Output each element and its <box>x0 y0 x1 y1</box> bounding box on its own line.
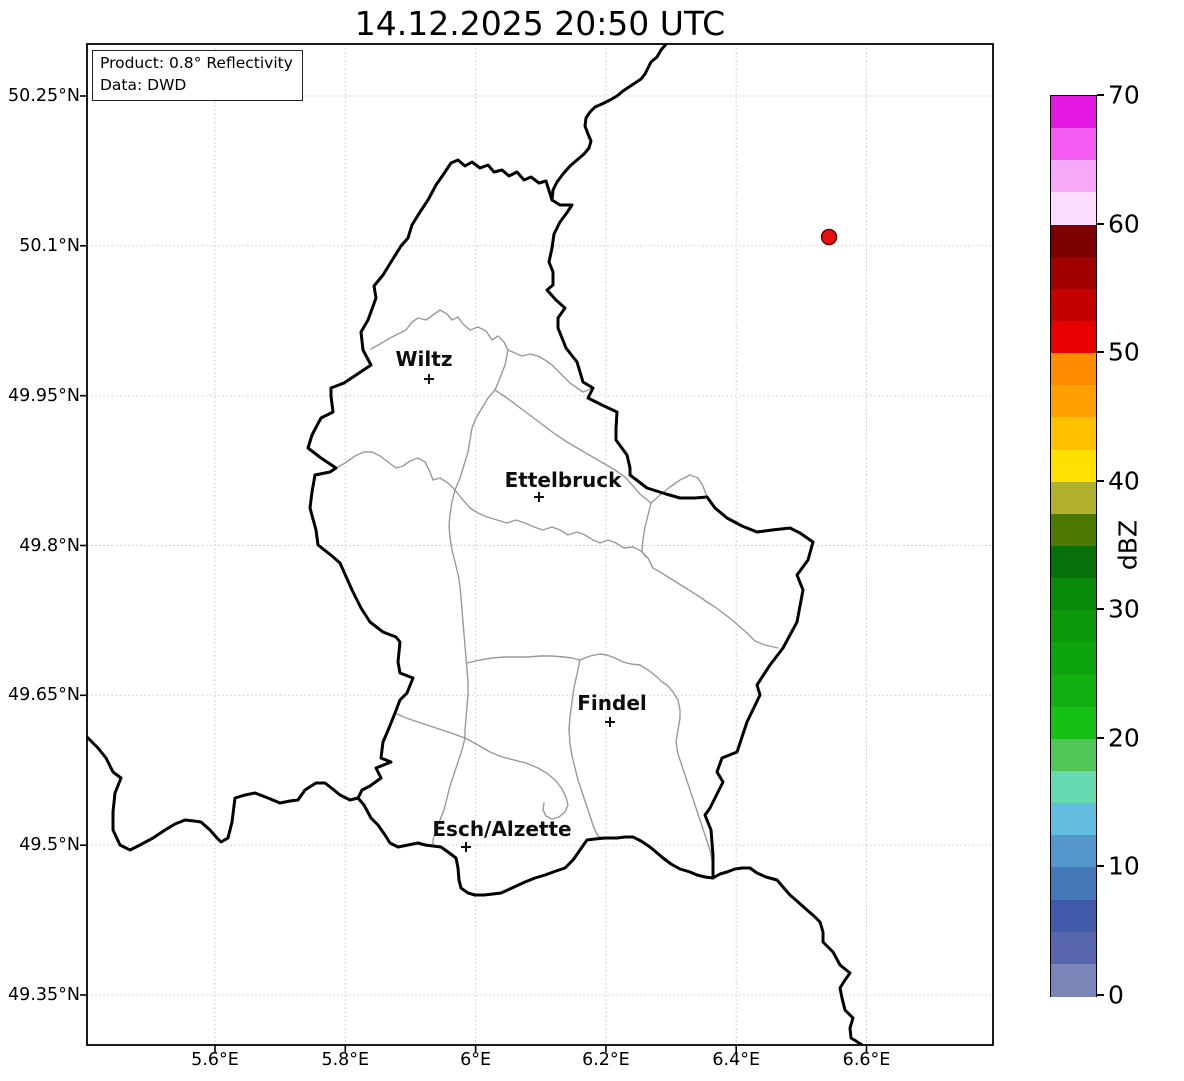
colorbar-tick-label: 30 <box>1108 594 1140 624</box>
border-north-stub <box>550 44 669 202</box>
district-border <box>448 489 469 739</box>
colorbar-band <box>1051 288 1096 322</box>
colorbar-band <box>1051 353 1096 386</box>
city-label: Ettelbruck <box>505 468 622 492</box>
district-border <box>454 349 509 491</box>
district-border <box>394 712 466 739</box>
x-tick-label: 5.6°E <box>191 1050 239 1070</box>
colorbar-band <box>1051 96 1096 129</box>
colorbar-tick <box>1097 608 1104 611</box>
district-border <box>454 489 779 649</box>
district-border <box>568 659 604 839</box>
radar-echo-point <box>820 228 838 246</box>
x-tick-label: 6°E <box>460 1050 492 1070</box>
colorbar-tick <box>1097 351 1104 354</box>
x-tick-label: 6.6°E <box>842 1050 891 1070</box>
colorbar-tick <box>1097 865 1104 868</box>
colorbar-tick-label: 70 <box>1108 80 1140 110</box>
district-border <box>432 737 466 847</box>
district-border <box>641 502 652 559</box>
colorbar-tick-label: 0 <box>1108 980 1124 1010</box>
y-tick-label: 49.8°N <box>19 535 80 556</box>
colorbar-band <box>1051 321 1096 354</box>
national-borders <box>87 44 864 1045</box>
colorbar-band <box>1051 931 1096 965</box>
city-annotations: Wiltz Ettelbruck Findel Esch/Alzette <box>396 347 647 852</box>
x-tick-label: 5.8°E <box>321 1050 370 1070</box>
colorbar <box>1050 95 1097 997</box>
border-southeast-stub <box>711 866 864 1045</box>
city-label: Wiltz <box>396 347 453 371</box>
district-border <box>494 389 652 504</box>
district-border <box>675 717 714 871</box>
colorbar-band <box>1051 963 1096 997</box>
colorbar-band <box>1051 867 1096 901</box>
luxembourg-border <box>306 158 815 897</box>
grid-lines <box>87 44 993 1045</box>
colorbar-tick-label: 40 <box>1108 466 1140 496</box>
plot-frame <box>86 43 994 1046</box>
colorbar-band <box>1051 610 1096 644</box>
y-tick-label: 49.5°N <box>19 835 80 856</box>
district-borders <box>332 309 779 871</box>
colorbar-band <box>1051 546 1096 579</box>
colorbar-band <box>1051 738 1096 772</box>
colorbar-band <box>1051 128 1096 161</box>
colorbar-band <box>1051 256 1096 290</box>
colorbar-tick <box>1097 479 1104 482</box>
colorbar-band <box>1051 513 1096 547</box>
axis-ticks <box>80 95 868 1052</box>
info-box: Product: 0.8° Reflectivity Data: DWD <box>92 50 303 102</box>
x-tick-label: 6.2°E <box>582 1050 630 1070</box>
colorbar-tick <box>1097 222 1104 225</box>
colorbar-band <box>1051 706 1096 740</box>
colorbar-band <box>1051 771 1096 804</box>
info-product-line: Product: 0.8° Reflectivity <box>100 54 293 72</box>
figure-title: 14.12.2025 20:50 UTC <box>354 4 726 43</box>
colorbar-band <box>1051 481 1096 515</box>
y-tick-label: 49.35°N <box>8 985 80 1005</box>
colorbar-band <box>1051 385 1096 419</box>
y-tick-label: 49.95°N <box>8 385 80 406</box>
colorbar-tick <box>1097 994 1104 996</box>
district-border <box>370 309 594 393</box>
colorbar-tick-label: 20 <box>1108 723 1140 753</box>
y-tick-label: 49.65°N <box>8 685 80 706</box>
colorbar-band <box>1051 899 1096 933</box>
colorbar-band <box>1051 642 1096 676</box>
colorbar-band <box>1051 417 1096 451</box>
colorbar-tick <box>1097 736 1104 739</box>
colorbar-band <box>1051 192 1096 226</box>
colorbar-tick-label: 10 <box>1108 851 1140 881</box>
colorbar-band <box>1051 160 1096 194</box>
colorbar-tick-label: 60 <box>1108 209 1140 239</box>
colorbar-axis-label: dBZ <box>1113 519 1143 571</box>
colorbar-tick <box>1097 94 1104 96</box>
border-france-stub <box>87 735 360 852</box>
y-tick-label: 50.25°N <box>8 86 80 106</box>
city-label: Findel <box>577 691 647 715</box>
colorbar-band <box>1051 674 1096 708</box>
colorbar-tick-label: 50 <box>1108 337 1140 367</box>
colorbar-band <box>1051 224 1096 258</box>
city-label: Esch/Alzette <box>432 817 571 841</box>
district-border <box>464 737 569 820</box>
colorbar-band <box>1051 803 1096 836</box>
district-border <box>332 451 456 491</box>
info-data-line: Data: DWD <box>100 75 187 94</box>
colorbar-band <box>1051 449 1096 483</box>
x-tick-label: 6.4°E <box>712 1050 761 1070</box>
colorbar-band <box>1051 578 1096 611</box>
y-tick-label: 50.1°N <box>19 235 80 256</box>
district-border <box>466 653 681 719</box>
radar-echo-group <box>820 228 838 246</box>
colorbar-band <box>1051 835 1096 869</box>
